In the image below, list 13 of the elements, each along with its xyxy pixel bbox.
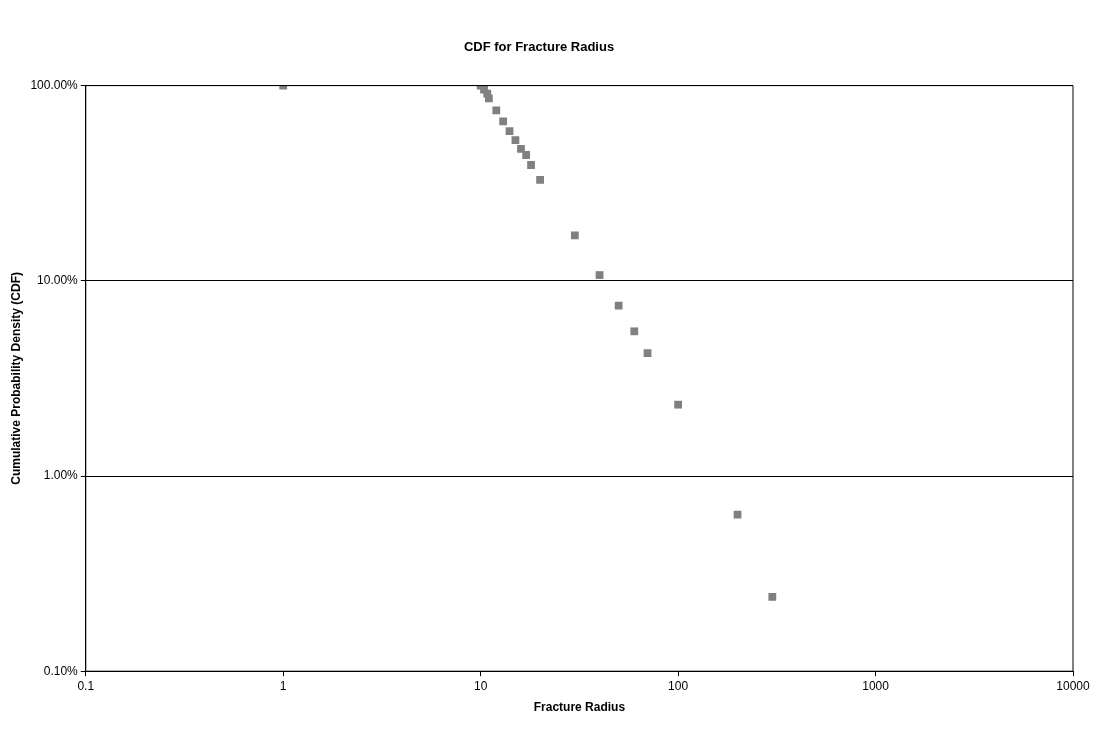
x-tick-label: 1 [279,678,287,693]
chart-title: CDF for Fracture Radius [463,39,615,55]
y-axis-title: Cumulative Probability Density (CDF) [8,272,23,485]
x-tick-label: 10000 [1056,678,1091,693]
x-tick-label: 0.1 [77,678,95,693]
y-tick-label: 0.10% [43,663,79,678]
y-tick-label: 10.00% [37,273,79,288]
y-tick-label: 1.00% [43,468,79,483]
x-tick-label: 1000 [862,678,890,693]
x-tick-label: 100 [668,678,689,693]
x-axis-title: Fracture Radius [533,700,626,715]
x-tick-label: 10 [473,678,488,693]
y-tick-label: 100.00% [30,77,79,92]
